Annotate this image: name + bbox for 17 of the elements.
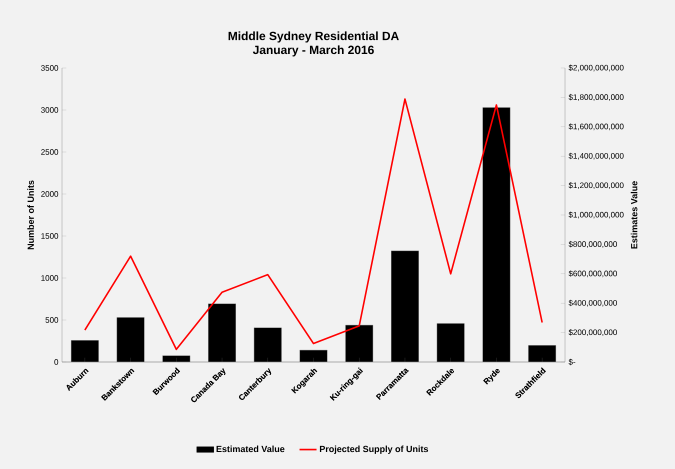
y2-axis-title: Estimates Value <box>630 181 638 249</box>
chart-title: Middle Sydney Residential DA <box>228 31 399 43</box>
bar <box>436 323 464 362</box>
bar <box>346 325 373 362</box>
bar <box>208 304 236 362</box>
chart-subtitle: January - March 2016 <box>252 45 374 57</box>
bar <box>528 345 556 362</box>
bar <box>300 350 328 362</box>
bar <box>482 108 510 362</box>
line-series <box>84 98 543 350</box>
bar <box>391 250 419 362</box>
bar <box>116 317 144 362</box>
y-axis-title: Number of Units <box>27 180 34 250</box>
bar <box>71 340 99 362</box>
legend-label: Estimated Value <box>216 446 284 452</box>
bar <box>254 328 282 362</box>
legend-label: Projected Supply of Units <box>320 446 428 454</box>
